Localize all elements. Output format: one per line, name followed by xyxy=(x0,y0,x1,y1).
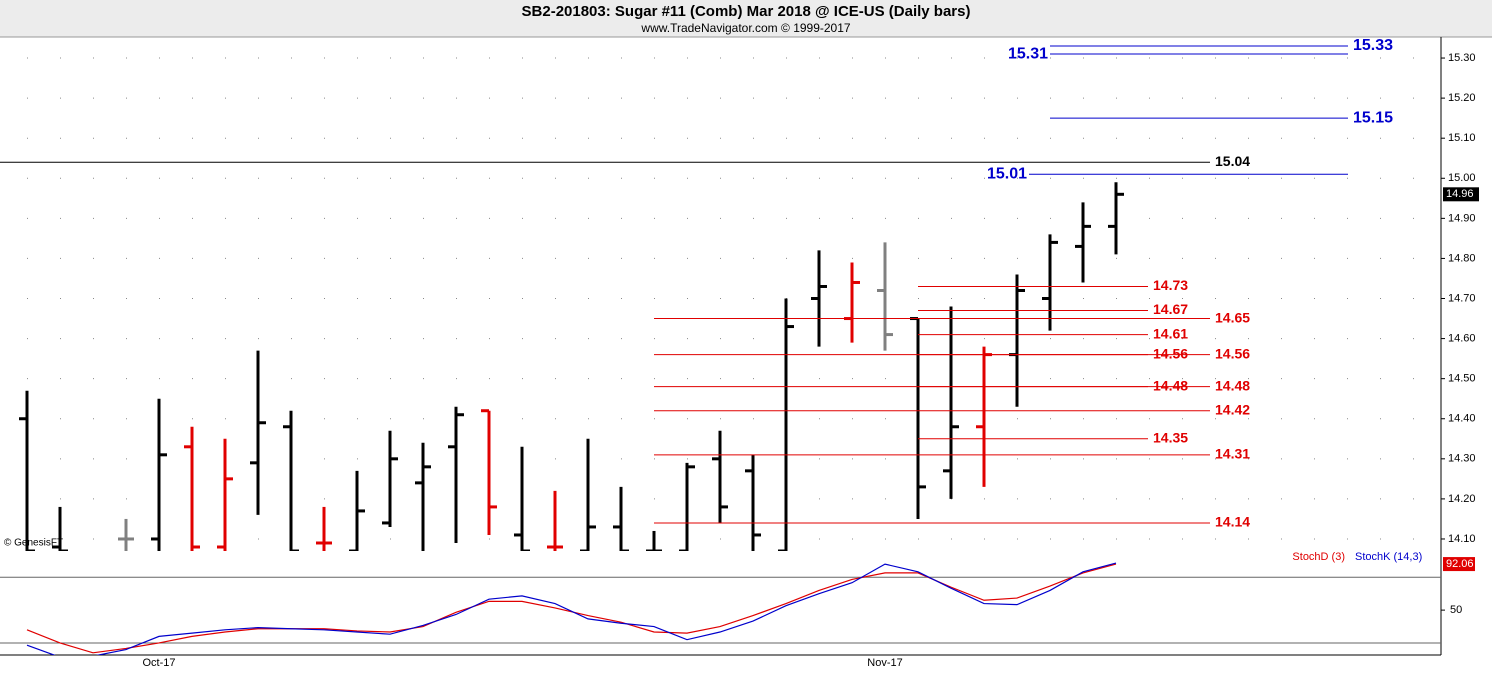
level-label: 14.48 xyxy=(1215,377,1250,393)
level-label: 15.15 xyxy=(1353,109,1393,126)
y-tick-label: 15.20 xyxy=(1448,92,1476,104)
level-label: 14.42 xyxy=(1215,401,1250,417)
level-label: 15.04 xyxy=(1215,153,1250,169)
level-label: 14.31 xyxy=(1215,446,1250,462)
y-tick-label: 15.30 xyxy=(1448,52,1476,64)
level-label: 14.73 xyxy=(1153,277,1188,293)
level-label: 14.56 xyxy=(1215,345,1250,361)
x-tick-label: Oct-17 xyxy=(142,657,175,669)
y-tick-label: 15.10 xyxy=(1448,132,1476,144)
y-tick-label: 14.10 xyxy=(1448,533,1476,545)
legend-entry: StochD (3) xyxy=(1292,551,1345,563)
chart-subtitle: www.TradeNavigator.com © 1999-2017 xyxy=(640,21,850,35)
copyright: © GenesisFT xyxy=(4,538,63,549)
level-label: 14.67 xyxy=(1153,301,1188,317)
level-label: 14.48 xyxy=(1153,377,1188,393)
stoch-value-box xyxy=(1443,557,1475,572)
stoch-value-label: 92.06 xyxy=(1446,558,1474,570)
stoch-line xyxy=(26,562,1117,655)
last-price-label: 14.96 xyxy=(1446,188,1474,200)
level-label: 15.31 xyxy=(1008,45,1048,62)
y-tick-label: 14.60 xyxy=(1448,332,1476,344)
y-tick-label: 50 xyxy=(1450,604,1462,616)
stoch-panel xyxy=(0,562,1441,655)
y-tick-label: 14.70 xyxy=(1448,292,1476,304)
y-tick-label: 14.90 xyxy=(1448,212,1476,224)
header-band xyxy=(0,0,1492,37)
y-tick-label: 14.20 xyxy=(1448,493,1476,505)
y-tick-label: 15.00 xyxy=(1448,172,1476,184)
level-label: 14.61 xyxy=(1153,325,1188,341)
level-label: 15.33 xyxy=(1353,37,1393,54)
overlay: 14.10 14.20 14.30 14.40 14.50 14.60 14.70 14.80… xyxy=(0,37,1479,669)
y-tick-label: 14.30 xyxy=(1448,453,1476,465)
level-label: 14.56 xyxy=(1153,345,1188,361)
x-tick-label: Nov-17 xyxy=(867,657,902,669)
level-label: 14.35 xyxy=(1153,429,1188,445)
y-tick-label: 14.80 xyxy=(1448,252,1476,264)
y-tick-label: 14.40 xyxy=(1448,413,1476,425)
level-label: 15.01 xyxy=(987,165,1027,182)
last-price-box xyxy=(1443,187,1479,202)
legend-entry: StochK (14,3) xyxy=(1355,551,1422,563)
chart-title: SB2-201803: Sugar #11 (Comb) Mar 2018 @ … xyxy=(522,3,971,20)
y-tick-label: 14.50 xyxy=(1448,373,1476,385)
level-label: 14.65 xyxy=(1215,309,1250,325)
level-label: 14.14 xyxy=(1215,514,1250,530)
